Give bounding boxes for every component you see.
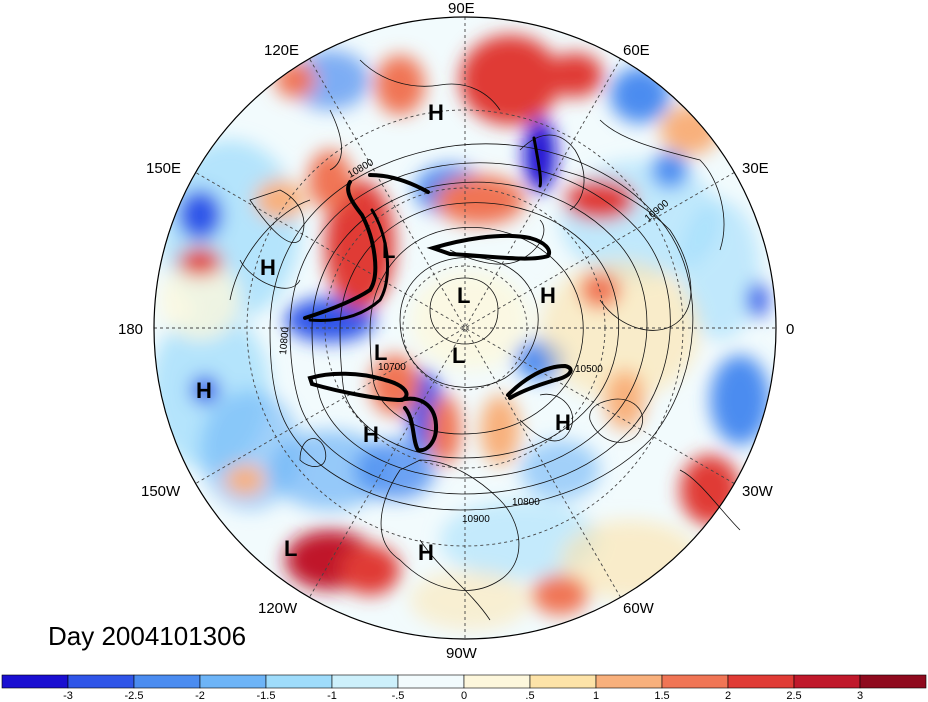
colorbar-tick-label: 1.5 <box>654 690 669 702</box>
jet-streams <box>303 136 573 453</box>
low-center: L <box>457 283 470 308</box>
height-contours <box>229 134 694 511</box>
colorbar-tick-label: 0 <box>461 690 467 702</box>
colorbar-box <box>265 674 333 689</box>
colorbar-box <box>397 674 465 689</box>
colorbar-tick-label: .5 <box>525 690 534 702</box>
colorbar-box <box>727 674 795 689</box>
coastlines <box>249 59 741 621</box>
colorbar-box <box>1 674 69 689</box>
colorbar-box <box>133 674 201 689</box>
lon-label-150w: 150W <box>141 483 181 500</box>
colorbar-tick-label: 2 <box>725 690 731 702</box>
low-center: L <box>284 536 297 561</box>
colorbar-box <box>199 674 267 689</box>
colorbar-tick-label: 1 <box>593 690 599 702</box>
colorbar-box <box>859 674 927 689</box>
colorbar-tick-label: -1 <box>327 690 337 702</box>
lon-label-90e: 90E <box>448 0 475 17</box>
contour-label: 10900 <box>462 514 490 525</box>
colorbar-tick-label: -3 <box>63 690 73 702</box>
day-title: Day 2004101306 <box>48 621 246 651</box>
lon-label-120w: 120W <box>258 600 298 617</box>
colorbar-box <box>463 674 531 689</box>
contour-label: 10500 <box>575 364 603 375</box>
colorbar-tick-label: -.5 <box>392 690 405 702</box>
low-center: L <box>374 340 387 365</box>
contour-label: 10800 <box>512 497 540 508</box>
colorbar-box <box>595 674 663 689</box>
colorbar-tick-label: 2.5 <box>786 690 801 702</box>
low-center: L <box>382 238 395 263</box>
high-center: H <box>260 255 276 280</box>
contour-label: 10700 <box>378 362 406 373</box>
lon-label-60e: 60E <box>623 42 650 59</box>
high-center: H <box>196 378 212 403</box>
pressure-centers: H H H H H H H H L L L L L L <box>196 100 571 565</box>
colorbar-tick-label: -2.5 <box>125 690 144 702</box>
longitude-labels: 90E 60E 30E 0 30W 60W 90W 120W 150W 180 … <box>118 0 794 662</box>
colorbar-box <box>793 674 861 689</box>
colorbar: -3 -2.5 -2 -1.5 -1 -.5 0 .5 1 1.5 2 2.5 3 <box>1 674 927 702</box>
high-center: H <box>555 410 571 435</box>
anomaly-field <box>154 17 776 639</box>
lon-label-90w: 90W <box>446 645 478 662</box>
lon-label-30w: 30W <box>742 483 774 500</box>
colorbar-box <box>529 674 597 689</box>
colorbar-tick-label: -2 <box>195 690 205 702</box>
graticule <box>154 17 776 639</box>
colorbar-tick-label: 3 <box>857 690 863 702</box>
lon-label-30e: 30E <box>742 160 769 177</box>
contour-label: 10800 <box>278 326 291 355</box>
colorbar-box <box>661 674 729 689</box>
lon-label-120e: 120E <box>264 42 299 59</box>
high-center: H <box>540 283 556 308</box>
colorbar-tick-label: -1.5 <box>257 690 276 702</box>
lon-label-60w: 60W <box>623 600 655 617</box>
lon-label-180: 180 <box>118 321 143 338</box>
lon-label-0: 0 <box>786 321 794 338</box>
high-center: H <box>418 540 434 565</box>
high-center: H <box>428 100 444 125</box>
low-center: L <box>452 343 465 368</box>
colorbar-box <box>67 674 135 689</box>
colorbar-box <box>331 674 399 689</box>
high-center: H <box>363 422 379 447</box>
lon-label-150e: 150E <box>146 160 181 177</box>
map-boundary <box>153 16 777 640</box>
